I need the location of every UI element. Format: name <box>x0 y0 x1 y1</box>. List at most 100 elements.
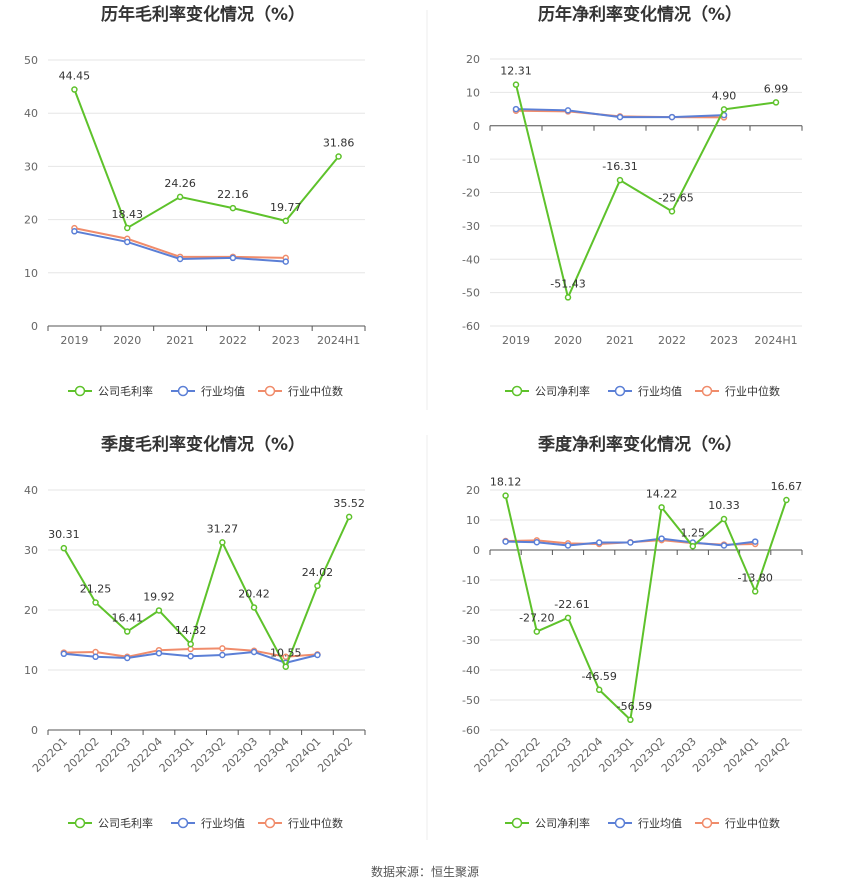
data-label: -22.61 <box>554 598 589 611</box>
y-tick-label: -10 <box>462 153 480 166</box>
data-point <box>751 538 759 545</box>
y-tick-label: 10 <box>24 664 38 677</box>
legend-label: 行业均值 <box>201 385 245 398</box>
data-label: 14.22 <box>646 487 678 500</box>
x-tick-label: 2023 <box>710 334 738 347</box>
data-label: 44.45 <box>59 70 91 83</box>
legend-marker <box>264 817 276 829</box>
series-line-company <box>73 89 340 230</box>
legend-label: 行业均值 <box>638 817 682 830</box>
data-label: -27.20 <box>519 612 554 625</box>
data-point <box>668 208 676 215</box>
y-tick-label: 40 <box>24 107 38 120</box>
data-point <box>783 496 790 504</box>
legend-label: 行业中位数 <box>725 816 780 830</box>
data-label: 10.55 <box>270 647 302 660</box>
y-tick-label: 20 <box>24 214 38 227</box>
data-point <box>176 193 184 201</box>
data-label: 24.26 <box>164 177 196 190</box>
x-tick-label: 2020 <box>554 334 582 347</box>
series-line-company <box>62 516 351 670</box>
data-point <box>616 176 624 184</box>
x-tick-label: 2020 <box>113 334 141 347</box>
data-point <box>345 513 353 521</box>
x-tick-label: 2019 <box>60 334 88 347</box>
data-point <box>689 543 697 550</box>
legend-marker <box>614 385 626 397</box>
y-tick-label: 0 <box>31 320 38 333</box>
data-label: 31.86 <box>323 137 355 150</box>
legend-marker <box>701 385 713 397</box>
legend-label: 公司毛利率 <box>98 816 153 830</box>
chart-title: 季度净利率变化情况（%） <box>538 434 742 455</box>
y-tick-label: 20 <box>466 484 480 497</box>
legend-marker <box>74 385 86 397</box>
data-point <box>658 535 665 542</box>
data-point <box>627 716 634 724</box>
data-label: -56.59 <box>617 700 652 713</box>
y-tick-label: -10 <box>462 574 480 587</box>
data-point <box>229 204 237 212</box>
chart-title: 历年毛利率变化情况（%） <box>101 4 305 25</box>
y-tick-label: 30 <box>24 160 38 173</box>
y-tick-label: 10 <box>466 514 480 527</box>
x-tick-label: 2024H1 <box>317 334 360 347</box>
legend-marker <box>74 817 86 829</box>
data-label: 18.43 <box>112 208 144 221</box>
y-tick-label: -30 <box>462 220 480 233</box>
data-label: 24.02 <box>302 566 334 579</box>
data-point <box>124 238 131 246</box>
chart-title: 季度毛利率变化情况（%） <box>101 434 305 455</box>
data-point <box>176 255 184 263</box>
y-tick-label: 40 <box>24 484 38 497</box>
x-tick-label: 2023 <box>272 334 300 347</box>
data-point <box>124 224 131 232</box>
data-label: 4.90 <box>712 89 737 102</box>
chart-panel-1: 历年毛利率变化情况（%） 0 10 20 30 40 50 2019 2020 2021 2022 2… <box>24 4 366 398</box>
data-point <box>314 651 321 659</box>
legend-marker <box>177 817 189 829</box>
data-point <box>124 628 131 635</box>
data-label: 30.31 <box>48 528 80 541</box>
y-tick-label: -50 <box>462 287 480 300</box>
series-line-company <box>504 495 788 722</box>
data-point <box>71 228 78 235</box>
y-tick-label: 30 <box>24 544 38 557</box>
data-point <box>512 105 520 113</box>
y-tick-label: -40 <box>462 253 480 266</box>
source-note: 数据来源：恒生聚源 <box>371 864 479 879</box>
legend-label: 行业中位数 <box>288 816 343 830</box>
x-tick-label: 2024Q2 <box>315 735 355 775</box>
legend-label: 公司净利率 <box>535 384 590 398</box>
data-label: 1.25 <box>681 526 706 539</box>
data-label: 19.77 <box>270 201 302 214</box>
data-point <box>772 99 780 106</box>
data-point <box>658 504 665 511</box>
data-point <box>124 654 131 662</box>
data-point <box>282 663 289 670</box>
data-point <box>187 640 194 648</box>
y-tick-label: -20 <box>462 604 480 617</box>
data-point <box>314 582 321 590</box>
data-label: 35.52 <box>333 497 365 510</box>
data-point <box>250 604 258 611</box>
data-point <box>564 542 572 549</box>
data-point <box>595 686 603 694</box>
data-label: 19.92 <box>143 590 175 603</box>
y-tick-label: 0 <box>473 120 480 133</box>
data-point <box>668 113 676 121</box>
series-line-company <box>515 84 777 301</box>
data-point <box>282 258 289 265</box>
data-label: 14.32 <box>175 624 207 637</box>
data-point <box>60 544 68 552</box>
data-point <box>564 294 572 301</box>
data-point <box>502 492 509 499</box>
data-label: 16.41 <box>112 612 144 625</box>
data-point <box>502 538 509 545</box>
legend-label: 公司毛利率 <box>98 384 153 398</box>
x-tick-label: 2024Q2 <box>752 735 792 775</box>
data-label: -16.31 <box>602 160 637 173</box>
data-point <box>71 86 78 93</box>
y-tick-label: -60 <box>462 320 480 333</box>
legend-marker <box>511 817 523 829</box>
